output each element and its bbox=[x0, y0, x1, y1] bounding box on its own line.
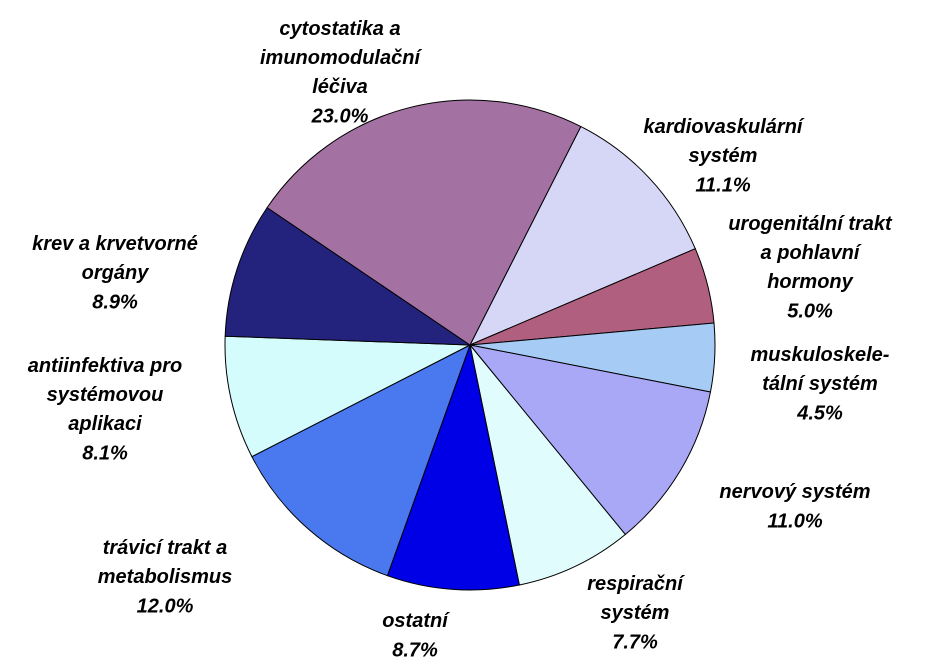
value-label: 23.0% bbox=[311, 105, 369, 127]
value-label: 7.7% bbox=[612, 631, 658, 653]
slice-label: urogenitální trakt a pohlavní hormony bbox=[728, 213, 893, 293]
pie-slice bbox=[266, 99, 582, 346]
slice-label: muskuloskele-tální systém bbox=[751, 344, 890, 395]
pie-slice bbox=[224, 335, 472, 458]
slice-label: respirační systém bbox=[587, 573, 685, 624]
slice-label: ostatní bbox=[382, 610, 450, 632]
slice-label: antiinfektiva pro systémovou aplikaci bbox=[28, 355, 182, 435]
slice-label: trávicí trakt a metabolismus bbox=[98, 537, 232, 588]
value-label: 4.5% bbox=[796, 402, 843, 424]
pie-slice bbox=[224, 206, 472, 346]
slice-label: cytostatika a imunomodulační léčiva bbox=[260, 18, 422, 98]
value-label: 12.0% bbox=[137, 595, 194, 617]
value-label: 5.0% bbox=[787, 300, 833, 322]
value-label: 11.1% bbox=[695, 174, 750, 196]
pie-slice bbox=[251, 343, 471, 577]
slice-label: kardiovaskulární systém bbox=[644, 116, 805, 167]
pie-slice bbox=[386, 343, 520, 591]
value-label: 11.0% bbox=[767, 510, 822, 532]
slice-label: nervový systém bbox=[719, 481, 870, 503]
value-label: 8.9% bbox=[92, 291, 138, 313]
value-label: 8.1% bbox=[82, 442, 128, 464]
pie-slice bbox=[468, 344, 712, 536]
slice-label: krev a krvetvorné orgány bbox=[32, 233, 198, 284]
pie-slice bbox=[469, 344, 627, 586]
pie-slice bbox=[468, 125, 696, 347]
value-label: 8.7% bbox=[392, 639, 438, 661]
